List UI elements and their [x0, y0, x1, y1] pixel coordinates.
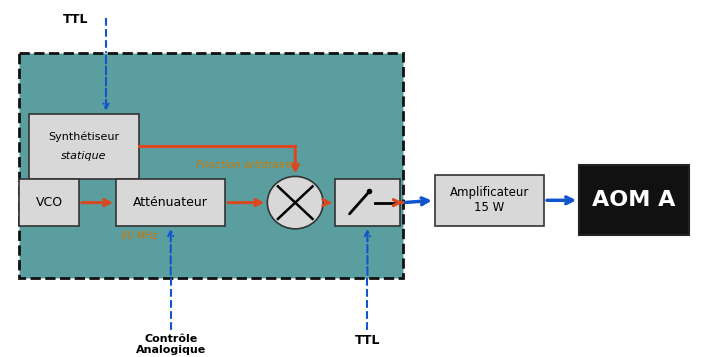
Text: statique: statique: [61, 151, 107, 161]
Text: AOM A: AOM A: [592, 190, 675, 210]
Bar: [29, 114, 139, 179]
Circle shape: [267, 176, 323, 229]
Text: TTL: TTL: [355, 334, 380, 347]
Text: 80 MHz: 80 MHz: [121, 231, 157, 241]
Bar: [116, 179, 225, 226]
Text: VCO: VCO: [36, 196, 62, 209]
Text: TTL: TTL: [63, 12, 89, 26]
Text: Fonction arbitraire: Fonction arbitraire: [196, 160, 292, 170]
Bar: [20, 53, 403, 277]
Bar: [335, 179, 400, 226]
Bar: [579, 165, 689, 235]
Bar: [435, 175, 544, 226]
Text: Atténuateur: Atténuateur: [133, 196, 208, 209]
Text: Synthétiseur: Synthétiseur: [48, 132, 119, 142]
Text: Amplificateur
15 W: Amplificateur 15 W: [450, 186, 529, 214]
Text: Contrôle
Analogique: Contrôle Analogique: [135, 334, 206, 355]
Bar: [20, 179, 79, 226]
